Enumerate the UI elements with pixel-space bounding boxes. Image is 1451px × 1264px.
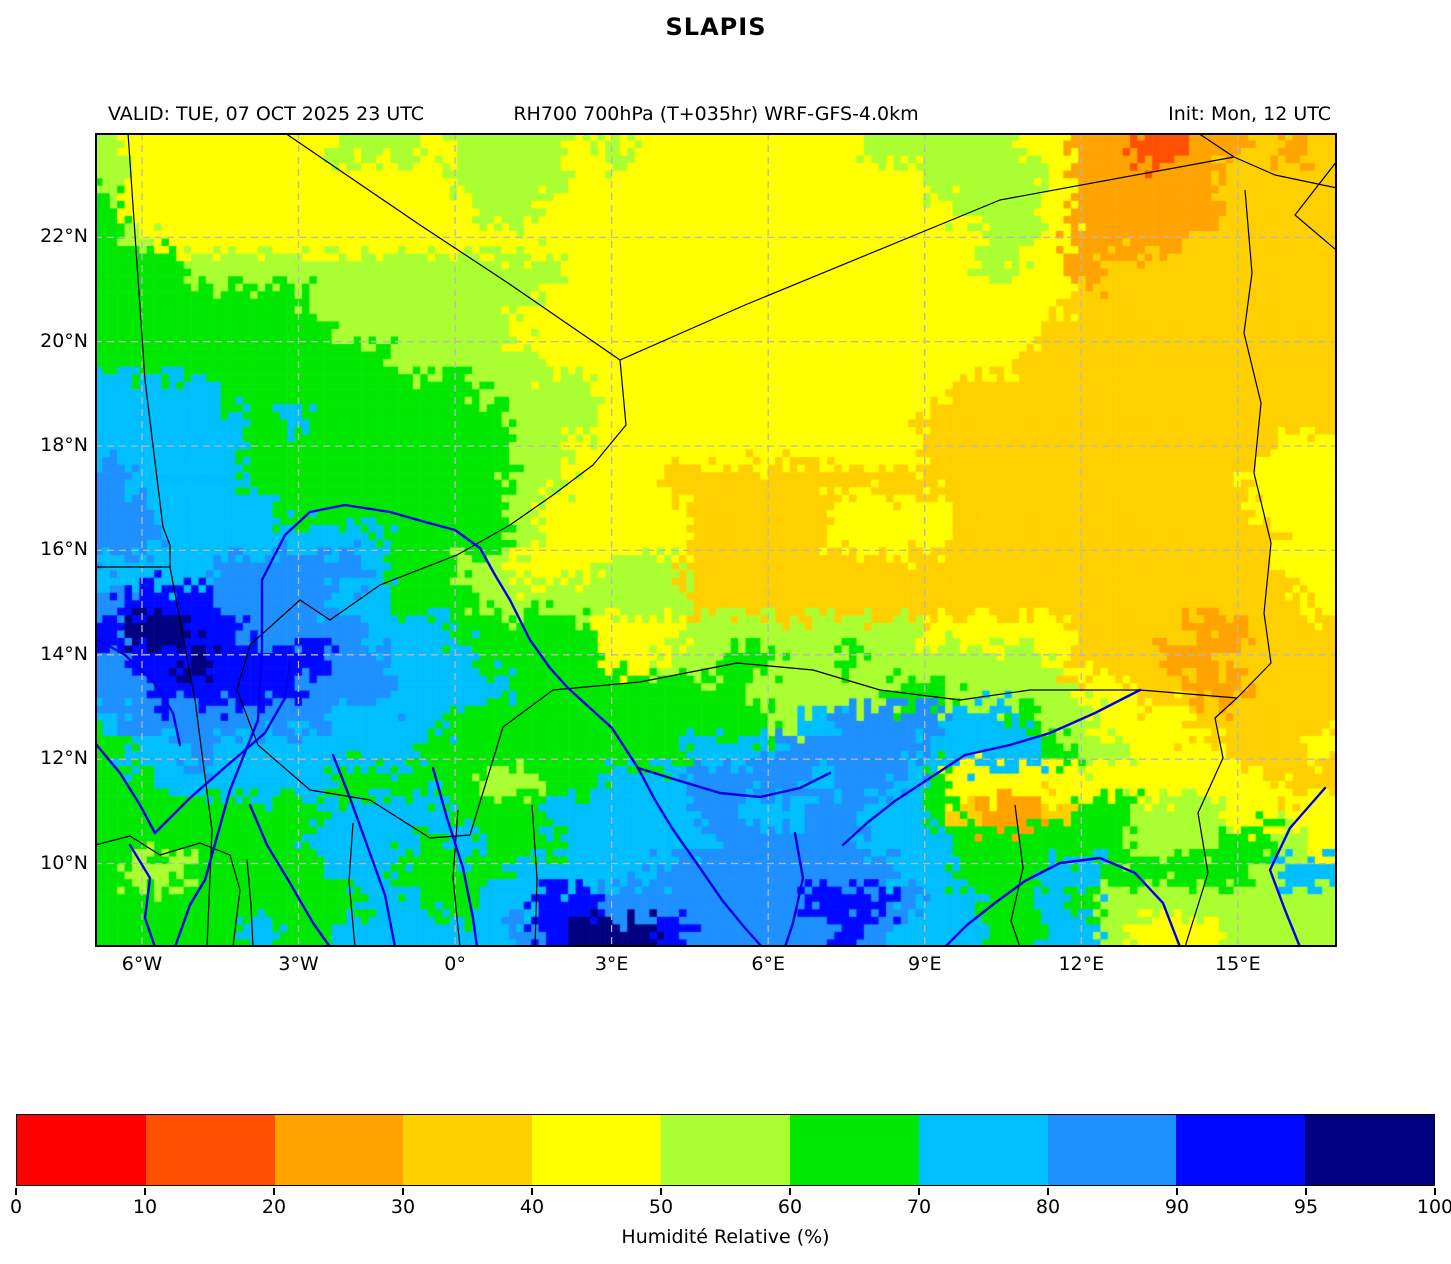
y-tick-label: 10°N: [40, 851, 88, 874]
colorbar-tick: [789, 1188, 791, 1195]
colorbar-tick-label: 30: [390, 1196, 416, 1218]
product-label: RH700 700hPa (T+035hr) WRF-GFS-4.0km: [513, 103, 919, 125]
colorbar-tick: [402, 1188, 404, 1195]
colorbar-tick: [273, 1188, 275, 1195]
country-border-line: [456, 359, 627, 556]
page-title: SLAPIS: [665, 13, 767, 41]
river-line: [95, 741, 157, 835]
river-line: [128, 843, 157, 947]
country-border-line: [1294, 160, 1337, 252]
river-line: [95, 636, 182, 747]
x-tick-label: 12°E: [1058, 953, 1105, 975]
y-tick-label: 22°N: [40, 225, 88, 248]
colorbar-segment-0-10: [17, 1115, 146, 1185]
valid-time-label: VALID: TUE, 07 OCT 2025 23 UTC: [108, 103, 424, 125]
humidity-map: [95, 133, 1337, 947]
colorbar-segment-30-40: [403, 1115, 533, 1185]
colorbar-tick: [918, 1188, 920, 1195]
colorbar-segment-40-50: [532, 1115, 662, 1185]
x-tick-label: 9°E: [907, 953, 942, 975]
country-border-line: [531, 804, 538, 947]
colorbar-segment-90-95: [1176, 1115, 1306, 1185]
y-tick-label: 16°N: [40, 538, 88, 561]
river-line: [173, 503, 764, 947]
colorbar-tick-label: 0: [9, 1196, 23, 1218]
country-border-line: [95, 835, 241, 947]
colorbar-segment-80-90: [1047, 1115, 1177, 1185]
y-tick-label: 14°N: [40, 642, 88, 665]
country-border-line: [284, 133, 621, 361]
colorbar-tick: [660, 1188, 662, 1195]
colorbar-segment-95-100: [1305, 1115, 1434, 1185]
colorbar-tick-label: 80: [1035, 1196, 1061, 1218]
river-line: [153, 661, 292, 835]
x-tick-label: 0°: [444, 953, 466, 975]
colorbar-tick: [1047, 1188, 1049, 1195]
x-tick-label: 6°E: [751, 953, 785, 975]
river-line: [783, 831, 805, 947]
country-border-line: [246, 858, 254, 947]
country-border-line: [236, 554, 504, 839]
colorbar-segment-20-30: [274, 1115, 404, 1185]
y-tick-label: 12°N: [40, 747, 88, 770]
colorbar-tick: [1176, 1188, 1178, 1195]
humidity-field-canvas: [95, 133, 1337, 947]
country-border-line: [348, 822, 356, 947]
colorbar-tick: [531, 1188, 533, 1195]
country-border-line: [619, 156, 1235, 361]
country-border-line: [1010, 804, 1024, 947]
colorbar-tick-label: 50: [648, 1196, 674, 1218]
map-frame: [95, 133, 1337, 947]
colorbar-bar: [16, 1114, 1435, 1186]
colorbar-segment-70-80: [918, 1115, 1048, 1185]
river-line: [331, 753, 397, 947]
country-border-line: [169, 566, 213, 947]
country-border-line: [452, 809, 461, 947]
colorbar-segment-50-60: [661, 1115, 790, 1185]
country-border-line: [1197, 133, 1235, 158]
colorbar-tick-label: 100: [1416, 1196, 1451, 1218]
init-time-label: Init: Mon, 12 UTC: [1168, 103, 1331, 125]
y-tick-label: 20°N: [40, 329, 88, 352]
country-border-line: [502, 662, 1238, 728]
river-line: [943, 856, 1182, 947]
river-line: [841, 688, 1142, 847]
colorbar-segment-60-70: [789, 1115, 919, 1185]
country-border-line: [1233, 156, 1337, 189]
colorbar-tick: [144, 1188, 146, 1195]
x-tick-label: 3°W: [278, 953, 319, 975]
colorbar-tick-label: 90: [1164, 1196, 1190, 1218]
x-tick-label: 3°E: [594, 953, 629, 975]
colorbar-tick-label: 40: [519, 1196, 545, 1218]
colorbar-tick-label: 70: [906, 1196, 932, 1218]
colorbar-tick-label: 95: [1293, 1196, 1319, 1218]
colorbar-tick-label: 60: [777, 1196, 803, 1218]
river-line: [1268, 786, 1327, 947]
river-line: [431, 766, 479, 947]
colorbar-tick-label: 10: [132, 1196, 158, 1218]
map-overlay-svg: [95, 133, 1337, 947]
colorbar-segment-10-20: [145, 1115, 275, 1185]
y-tick-label: 18°N: [40, 434, 88, 457]
x-tick-label: 15°E: [1215, 953, 1261, 975]
colorbar-tick: [1434, 1188, 1436, 1195]
colorbar-tick: [1305, 1188, 1307, 1195]
colorbar-title: Humidité Relative (%): [621, 1226, 830, 1248]
colorbar-tick: [15, 1188, 17, 1195]
x-tick-label: 6°W: [121, 953, 163, 975]
country-border-line: [1236, 189, 1272, 699]
river-line: [248, 803, 332, 947]
colorbar: 0 10 20 30 40 50 60 70 80 90 95 100 Humidité Relati…: [0, 1108, 1451, 1264]
river-line: [636, 766, 832, 799]
country-border-line: [1184, 697, 1238, 947]
colorbar-tick-label: 20: [261, 1196, 287, 1218]
country-border-line: [95, 133, 171, 568]
